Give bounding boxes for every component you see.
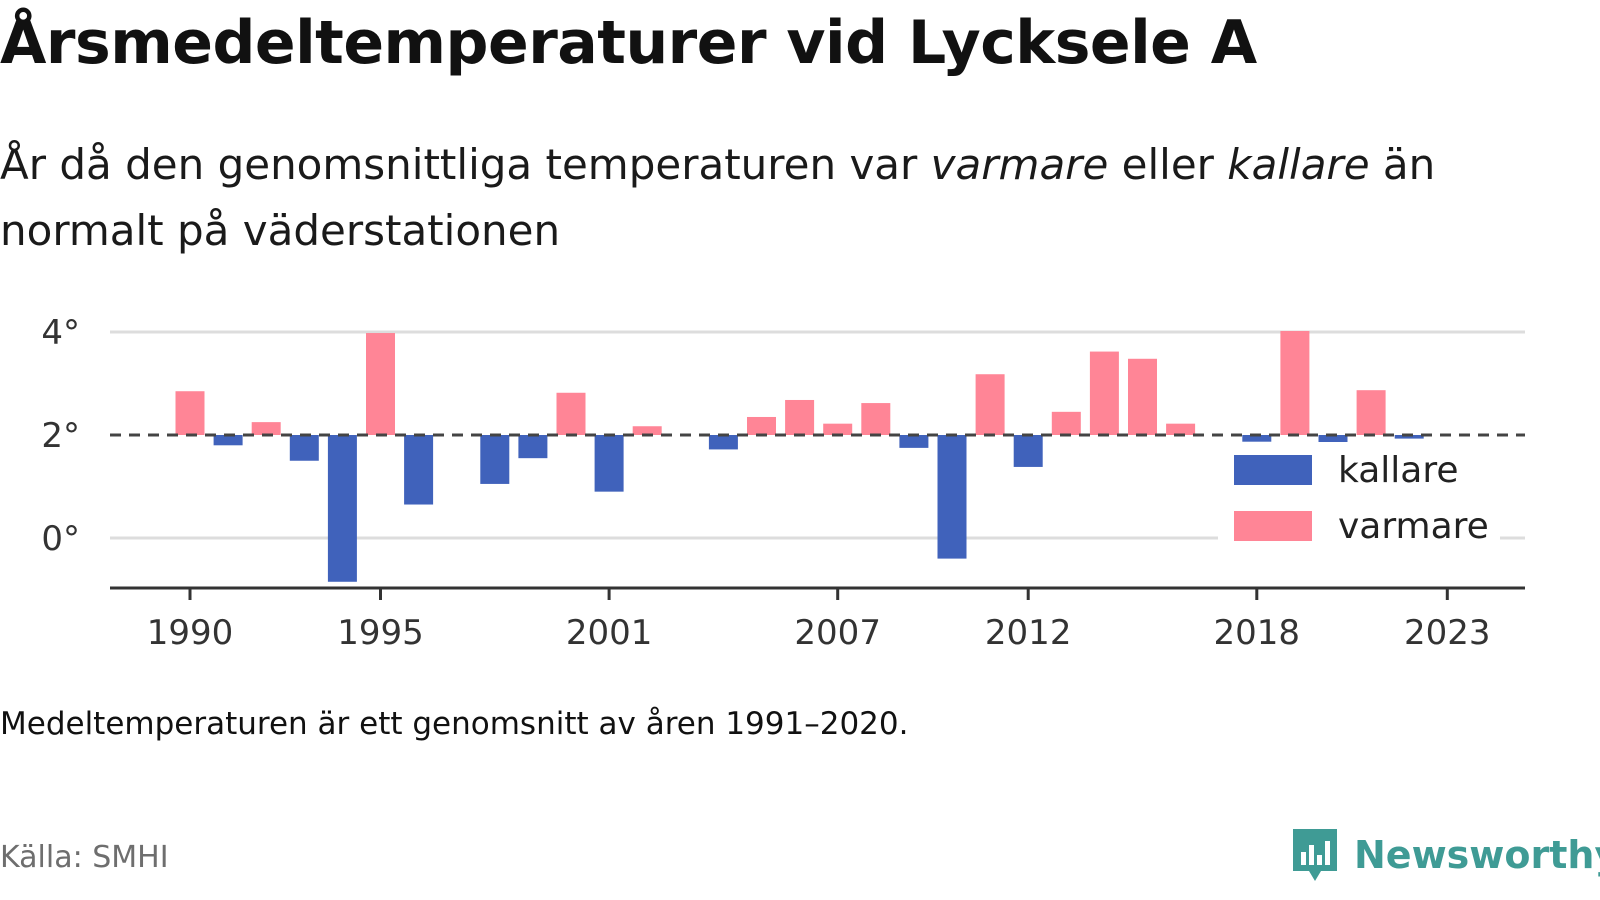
bar-1991	[213, 435, 243, 446]
brand-name: Newsworthy	[1354, 833, 1600, 877]
legend-label-kallare: kallare	[1338, 450, 1459, 491]
brand-logo: Newsworthy	[1290, 826, 1600, 884]
bar-1999	[518, 435, 548, 459]
bar-2006	[785, 399, 815, 435]
bar-2010	[937, 435, 967, 559]
bar-2013	[1051, 411, 1081, 435]
x-tick-label: 2012	[985, 613, 1072, 653]
bar-2002	[632, 426, 662, 435]
bar-1993	[289, 435, 319, 461]
bar-2021	[1356, 390, 1386, 435]
bar-2009	[899, 435, 929, 448]
y-tick-label: 0°	[41, 519, 80, 559]
x-tick-label: 2007	[794, 613, 881, 653]
bar-2015	[1128, 358, 1157, 435]
legend-label-varmare: varmare	[1338, 506, 1489, 547]
subtitle-cold-word: kallare	[1227, 140, 1370, 189]
bar-1992	[251, 422, 281, 435]
bar-2008	[861, 403, 891, 435]
x-tick-label: 2023	[1404, 613, 1491, 653]
bar-2000	[556, 392, 586, 435]
y-tick-label: 4°	[41, 313, 80, 353]
footnote: Medeltemperaturen är ett genomsnitt av å…	[0, 706, 909, 742]
newsworthy-logo-icon	[1293, 829, 1337, 881]
bar-2016	[1166, 423, 1196, 435]
subtitle-part-3: än normalt på väderstationen	[0, 140, 1436, 255]
bar-2007	[823, 423, 853, 435]
subtitle-part-1: År då den genomsnittliga temperaturen va…	[0, 140, 931, 189]
bar-1996	[404, 435, 434, 505]
x-tick-label: 1990	[147, 613, 234, 653]
bar-2001	[594, 435, 624, 492]
bar-2022	[1394, 435, 1424, 439]
source-label: Källa: SMHI	[0, 840, 169, 875]
y-axis-tick-labels: 0° 2° 4°	[41, 313, 80, 559]
x-tick-label: 2018	[1214, 613, 1301, 653]
temperature-bar-chart: 0° 2° 4° 1990 1995 2001 2007 2012 2018 2023 kall…	[41, 313, 1525, 653]
bar-2014	[1089, 351, 1119, 435]
chart-subtitle: År då den genomsnittliga temperaturen va…	[0, 132, 1560, 264]
y-tick-label: 2°	[41, 416, 80, 456]
bar-1990	[175, 391, 205, 435]
x-tick-label: 2001	[566, 613, 653, 653]
bar-1995	[366, 333, 395, 435]
bar-2020	[1318, 435, 1348, 446]
x-tick-label: 1995	[337, 613, 424, 653]
chart-title: Årsmedeltemperaturer vid Lycksele A	[0, 8, 1257, 78]
subtitle-part-2: eller	[1108, 140, 1228, 189]
bar-2019	[1280, 330, 1310, 435]
legend-swatch-varmare	[1234, 511, 1312, 541]
x-axis: 1990 1995 2001 2007 2012 2018 2023	[110, 586, 1525, 653]
bar-2018	[1242, 435, 1272, 442]
bar-2004	[708, 435, 738, 450]
bar-1998	[480, 435, 510, 484]
bars	[175, 330, 1424, 582]
legend: kallare varmare	[1218, 442, 1500, 548]
subtitle-warm-word: varmare	[930, 140, 1109, 189]
bar-2005	[747, 416, 776, 435]
bar-1994	[327, 435, 357, 582]
bar-2011	[975, 374, 1005, 435]
bar-2012	[1013, 435, 1043, 467]
legend-swatch-kallare	[1234, 455, 1312, 485]
